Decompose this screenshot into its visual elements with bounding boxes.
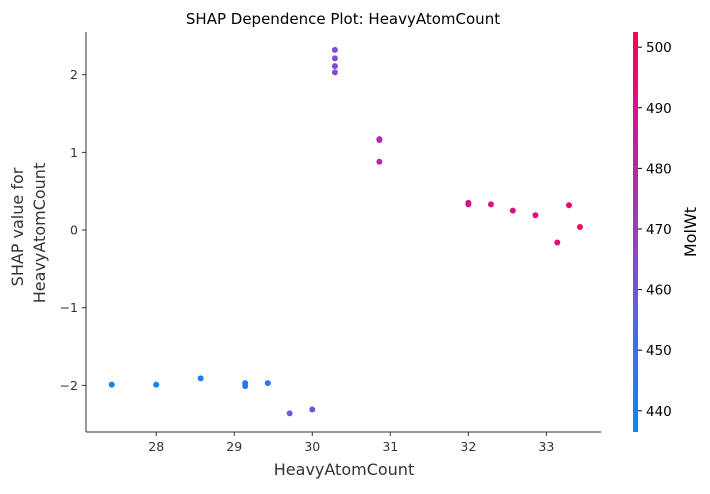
data-point — [376, 158, 383, 165]
data-point — [509, 207, 516, 214]
data-point — [331, 69, 338, 76]
data-point — [576, 223, 583, 230]
data-point — [197, 375, 204, 382]
colorbar-tick-label: 490 — [646, 101, 672, 117]
data-point — [554, 239, 561, 246]
data-point — [331, 55, 338, 62]
x-tick-label: 28 — [148, 439, 164, 454]
colorbar-tick-label: 440 — [646, 404, 672, 420]
data-point — [286, 410, 293, 417]
y-axis-label-line-1: SHAP value for — [8, 167, 27, 286]
colorbar-label: MolWt — [681, 207, 700, 257]
colorbar-tick-label: 480 — [646, 161, 672, 177]
y-tick-label: 1 — [70, 145, 78, 160]
y-tick-label: −1 — [60, 300, 78, 315]
colorbar: 440 450 460 470 480 490 500 — [633, 32, 672, 432]
x-tick-label: 30 — [304, 439, 320, 454]
y-tick-label: 2 — [70, 67, 78, 82]
plot-area: 28 29 30 31 32 33 −2 −1 0 1 2 — [60, 32, 601, 454]
x-tick-label: 31 — [382, 439, 398, 454]
y-axis-label-line-2: HeavyAtomCount — [30, 163, 49, 303]
scatter-points — [108, 46, 583, 417]
data-point — [331, 46, 338, 53]
colorbar-tick-label: 460 — [646, 283, 672, 299]
data-point — [376, 136, 383, 143]
x-axis-label: HeavyAtomCount — [274, 460, 414, 479]
y-axis-label: SHAP value for HeavyAtomCount — [8, 163, 49, 303]
colorbar-gradient — [633, 32, 638, 432]
x-tick-label: 33 — [538, 439, 554, 454]
data-point — [532, 212, 539, 219]
data-point — [264, 380, 271, 387]
x-tick-label: 32 — [460, 439, 476, 454]
colorbar-tick-label: 470 — [646, 222, 672, 238]
colorbar-tick-label: 450 — [646, 343, 672, 359]
data-point — [487, 201, 494, 208]
chart-title: SHAP Dependence Plot: HeavyAtomCount — [186, 10, 500, 28]
data-point — [153, 381, 160, 388]
data-point — [108, 381, 115, 388]
y-tick-label: 0 — [70, 223, 78, 238]
data-point — [309, 406, 316, 413]
colorbar-tick-label: 500 — [646, 40, 672, 56]
data-point — [465, 201, 472, 208]
data-point — [566, 202, 573, 209]
data-point — [242, 383, 249, 390]
y-tick-label: −2 — [60, 378, 78, 393]
data-point — [331, 63, 338, 70]
x-tick-label: 29 — [226, 439, 242, 454]
x-ticks: 28 29 30 31 32 33 — [148, 432, 554, 454]
y-ticks: −2 −1 0 1 2 — [60, 67, 86, 393]
colorbar-ticks: 440 450 460 470 480 490 500 — [638, 40, 672, 420]
